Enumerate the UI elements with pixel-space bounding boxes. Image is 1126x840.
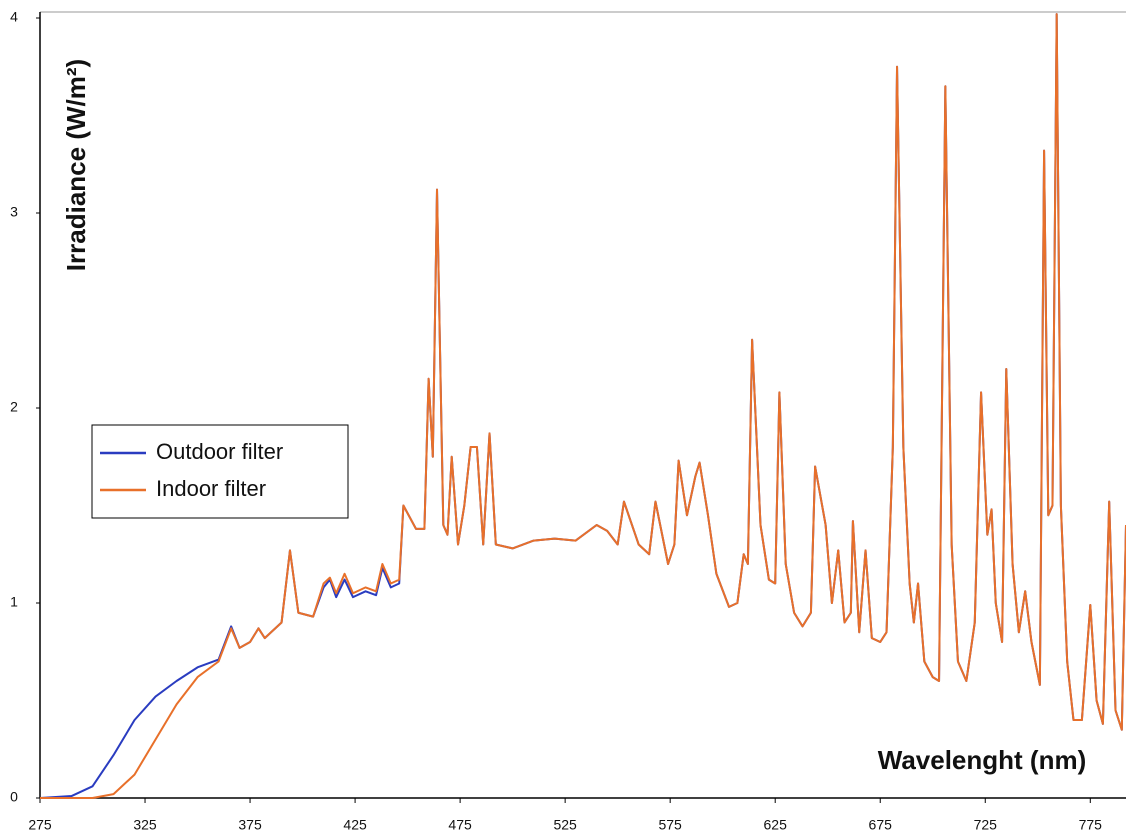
x-tick-label: 525 [553, 817, 577, 833]
series-line [40, 13, 1126, 799]
x-tick-label: 575 [658, 817, 682, 833]
y-tick-label: 3 [10, 204, 18, 220]
y-tick-label: 0 [10, 789, 18, 805]
y-axis-title: Irradiance (W/m²) [61, 59, 91, 271]
x-axis-title: Wavelenght (nm) [878, 745, 1086, 775]
legend-box [91, 424, 349, 519]
x-tick-label: 725 [974, 817, 998, 833]
x-tick-label: 775 [1079, 817, 1103, 833]
x-tick-label: 275 [28, 817, 52, 833]
x-tick-label: 625 [764, 817, 788, 833]
x-tick-label: 325 [133, 817, 157, 833]
y-tick-label: 4 [10, 9, 18, 25]
y-tick-label: 2 [10, 399, 18, 415]
x-tick-label: 375 [238, 817, 262, 833]
x-tick-label: 425 [343, 817, 367, 833]
x-tick-label: 675 [869, 817, 893, 833]
x-tick-label: 475 [448, 817, 472, 833]
legend-label: Indoor filter [156, 476, 266, 501]
legend-label: Outdoor filter [156, 439, 283, 464]
y-tick-label: 1 [10, 594, 18, 610]
